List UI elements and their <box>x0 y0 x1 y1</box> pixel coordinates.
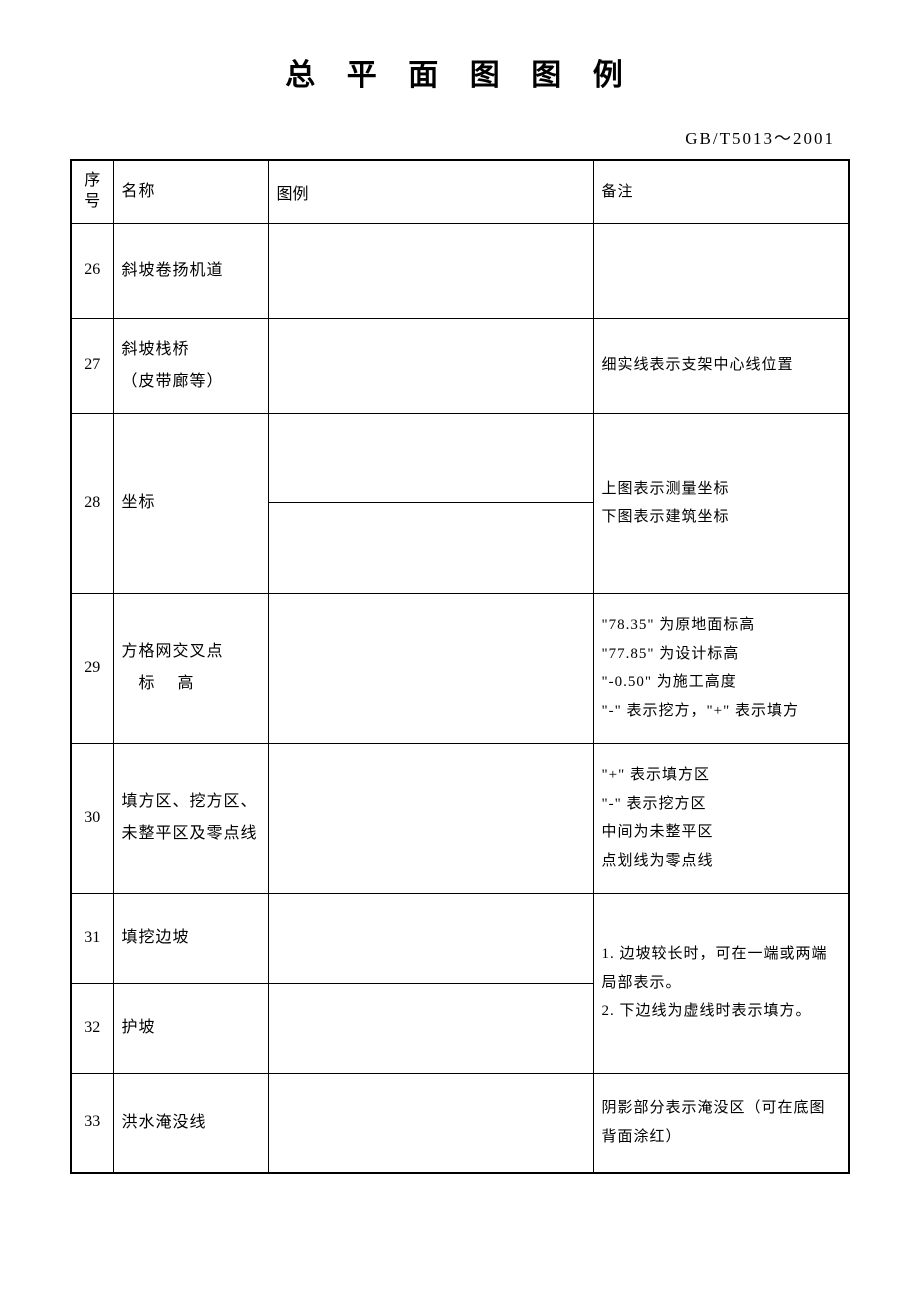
header-remark: 备注 <box>593 160 849 223</box>
cell-name: 斜坡栈桥（皮带廊等） <box>113 318 268 413</box>
cell-num: 29 <box>71 593 113 743</box>
cell-remark: 阴影部分表示淹没区（可在底图背面涂红） <box>593 1073 849 1173</box>
table-row: 31 填挖边坡 1. 边坡较长时，可在一端或两端局部表示。2. 下边线为虚线时表… <box>71 893 849 983</box>
cell-name: 方格网交叉点 标 高 <box>113 593 268 743</box>
cell-name: 坐标 <box>113 413 268 593</box>
cell-legend-split <box>268 413 593 593</box>
cell-remark: "+" 表示填方区"-" 表示挖方区中间为未整平区点划线为零点线 <box>593 743 849 893</box>
standard-code: GB/T5013～2001 <box>70 124 850 149</box>
cell-legend <box>268 593 593 743</box>
legend-lower <box>269 503 593 593</box>
table-row: 27 斜坡栈桥（皮带廊等） 细实线表示支架中心线位置 <box>71 318 849 413</box>
table-row: 33 洪水淹没线 阴影部分表示淹没区（可在底图背面涂红） <box>71 1073 849 1173</box>
header-name: 名称 <box>113 160 268 223</box>
cell-num: 30 <box>71 743 113 893</box>
cell-name: 填挖边坡 <box>113 893 268 983</box>
cell-remark: 细实线表示支架中心线位置 <box>593 318 849 413</box>
header-num: 序号 <box>71 160 113 223</box>
cell-remark-merged: 1. 边坡较长时，可在一端或两端局部表示。2. 下边线为虚线时表示填方。 <box>593 893 849 1073</box>
cell-legend <box>268 318 593 413</box>
legend-table: 序号 名称 图例 备注 26 斜坡卷扬机道 27 斜坡栈桥（皮带廊等） 细实线表… <box>70 159 850 1174</box>
cell-num: 32 <box>71 983 113 1073</box>
cell-legend <box>268 893 593 983</box>
cell-legend <box>268 983 593 1073</box>
table-row: 28 坐标 上图表示测量坐标下图表示建筑坐标 <box>71 413 849 593</box>
table-row: 26 斜坡卷扬机道 <box>71 223 849 318</box>
page-title: 总 平 面 图 图 例 <box>70 50 850 94</box>
table-row: 30 填方区、挖方区、未整平区及零点线 "+" 表示填方区"-" 表示挖方区中间… <box>71 743 849 893</box>
cell-num: 26 <box>71 223 113 318</box>
cell-remark: "78.35" 为原地面标高"77.85" 为设计标高"-0.50" 为施工高度… <box>593 593 849 743</box>
header-row: 序号 名称 图例 备注 <box>71 160 849 223</box>
cell-name: 护坡 <box>113 983 268 1073</box>
cell-legend <box>268 223 593 318</box>
header-legend: 图例 <box>268 160 593 223</box>
cell-name: 斜坡卷扬机道 <box>113 223 268 318</box>
cell-legend <box>268 1073 593 1173</box>
cell-num: 27 <box>71 318 113 413</box>
cell-num: 33 <box>71 1073 113 1173</box>
table-row: 29 方格网交叉点 标 高 "78.35" 为原地面标高"77.85" 为设计标… <box>71 593 849 743</box>
cell-num: 31 <box>71 893 113 983</box>
cell-remark: 上图表示测量坐标下图表示建筑坐标 <box>593 413 849 593</box>
cell-name: 填方区、挖方区、未整平区及零点线 <box>113 743 268 893</box>
cell-num: 28 <box>71 413 113 593</box>
cell-legend <box>268 743 593 893</box>
legend-upper <box>269 414 593 504</box>
cell-name: 洪水淹没线 <box>113 1073 268 1173</box>
cell-remark <box>593 223 849 318</box>
